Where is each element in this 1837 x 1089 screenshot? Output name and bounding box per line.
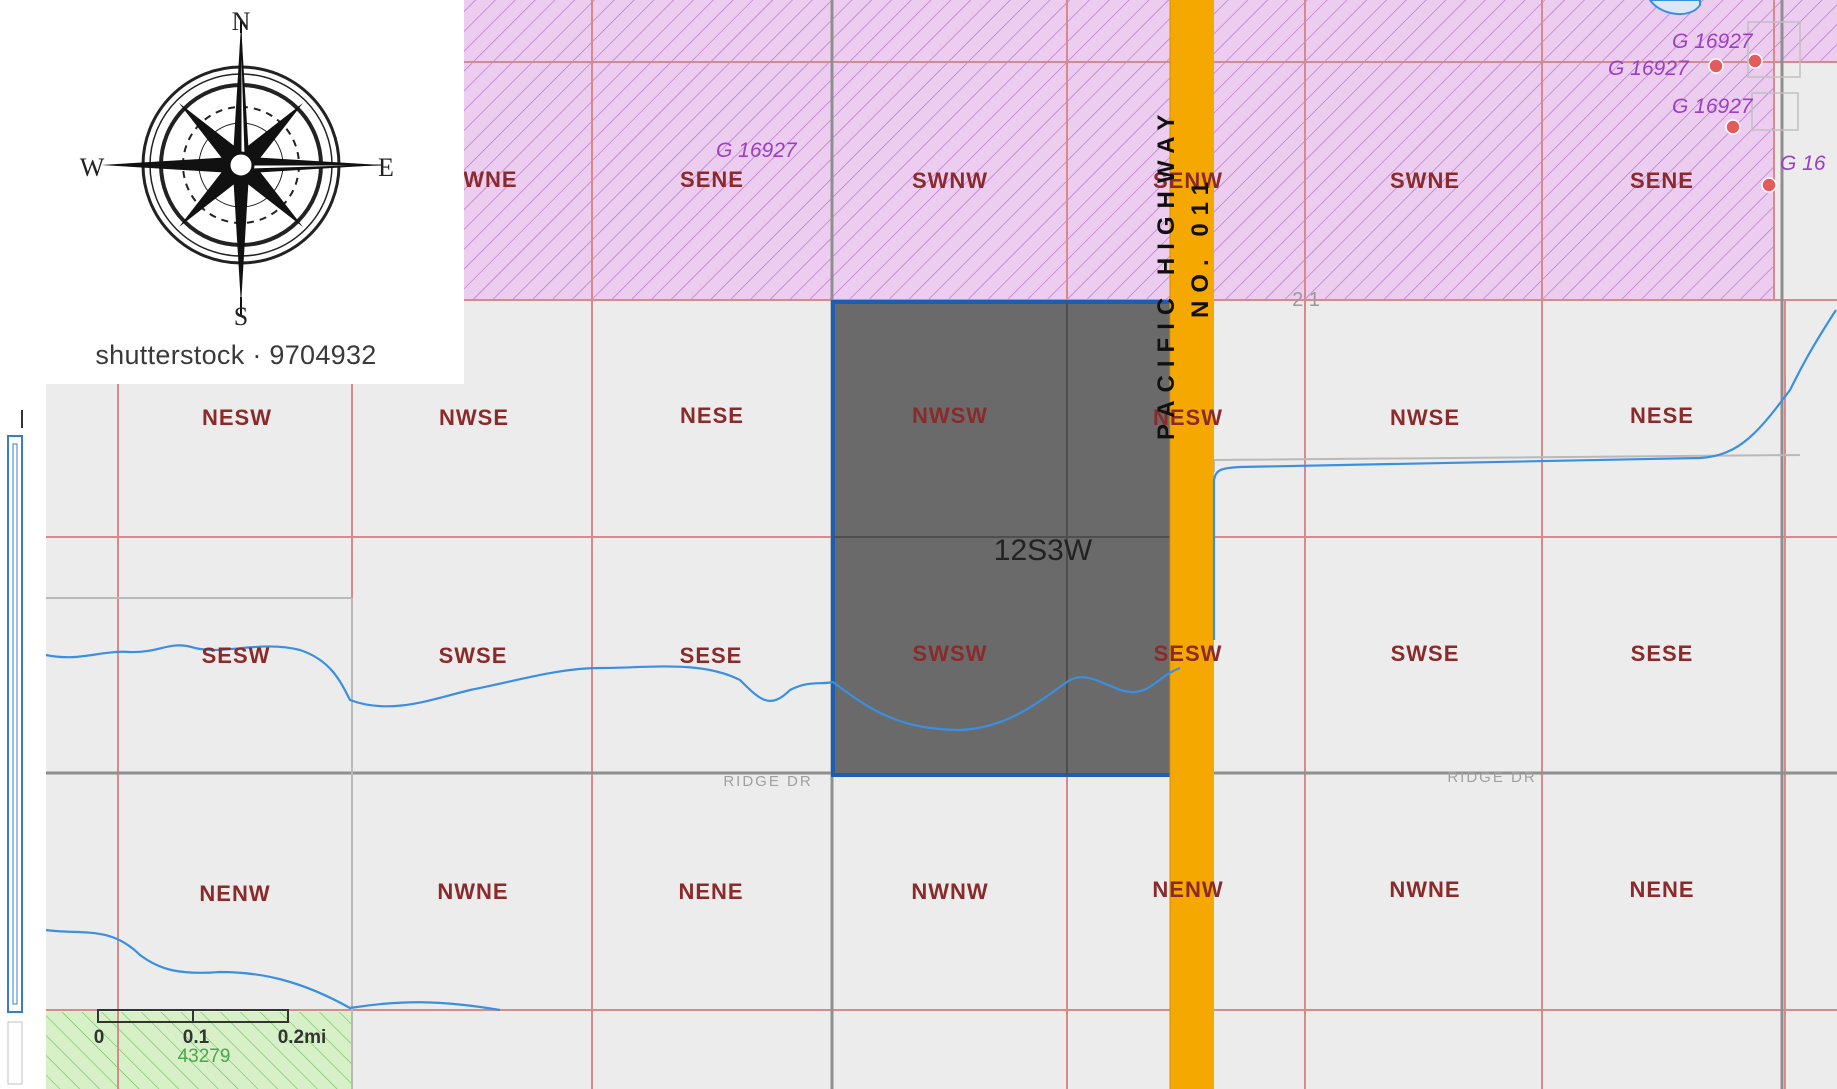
mining-claim-area-strip[interactable] — [1774, 0, 1837, 62]
tract-label: NENE — [678, 879, 743, 904]
compass-west: W — [80, 153, 105, 182]
tract-label: NWNE — [437, 879, 508, 904]
tract-label: NWSE — [1390, 405, 1460, 430]
compass-south: S — [234, 302, 248, 331]
tract-label: SESW — [1154, 641, 1223, 666]
tract-label: NESW — [1153, 405, 1223, 430]
claim-marker — [1708, 58, 1724, 74]
highway[interactable] — [1170, 0, 1214, 1089]
tract-label: SWSE — [1391, 641, 1460, 666]
green-claim-area[interactable] — [46, 1012, 352, 1089]
tract-label: NWNW — [911, 879, 988, 904]
tract-label: NENW — [1152, 877, 1223, 902]
tract-label: SESE — [1631, 641, 1694, 666]
streams — [45, 309, 1837, 1012]
claim-label: G 16927 — [1672, 30, 1754, 53]
tract-label: NENW — [199, 881, 270, 906]
claim-label: G 16 — [1780, 152, 1826, 175]
scale-label: 0.2mi — [278, 1027, 327, 1048]
road-label: RIDGE DR — [723, 773, 812, 790]
highway-number-label: NO. 011 — [1187, 174, 1214, 318]
claim-label: G 16927 — [1672, 95, 1754, 118]
lake — [1648, 0, 1701, 16]
tract-label: SWSW — [913, 641, 988, 666]
highway-name-label: PACIFIC HIGHWAY — [1153, 107, 1180, 440]
stock-credit: shutterstock · 9704932 — [95, 340, 377, 370]
tract-label: NESW — [202, 405, 272, 430]
scale-bar: 0 0.1 0.2mi — [94, 1009, 327, 1048]
road-label: RIDGE DR — [1447, 769, 1536, 786]
tract-label: NWSE — [439, 405, 509, 430]
claim-marker — [1761, 177, 1777, 193]
selected-parcel-label: 12S3W — [994, 534, 1093, 567]
tract-label: NENE — [1629, 877, 1694, 902]
tract-label: NWNE — [1389, 877, 1460, 902]
claim-boxes — [1747, 21, 1801, 131]
zoom-slider[interactable] — [7, 410, 23, 1013]
claim-marker — [1725, 119, 1741, 135]
tract-label: NWSW — [912, 403, 988, 428]
tract-label: NESE — [1630, 403, 1694, 428]
claim-markers[interactable] — [1708, 53, 1777, 193]
tool-strip-frame — [7, 1021, 23, 1085]
claim-label: G 16927 — [1608, 57, 1690, 80]
tract-label: SESW — [202, 643, 271, 668]
scale-label: 0 — [94, 1027, 105, 1048]
tract-label: NESE — [680, 403, 744, 428]
tract-label: SWNE — [1390, 168, 1460, 193]
tract-label: SENW — [1153, 168, 1223, 193]
green-claim-label: 43279 — [178, 1046, 231, 1067]
claim-marker — [1747, 53, 1763, 69]
compass-overlay: N S E W shutterstock · 9704932 — [0, 0, 464, 384]
compass-rose-icon: N S E W — [80, 7, 394, 331]
claim-label: G 16927 — [716, 139, 798, 162]
scale-label: 0.1 — [183, 1027, 210, 1048]
tract-label: SWNW — [912, 168, 988, 193]
mining-claim-area[interactable] — [464, 0, 1774, 300]
compass-east: E — [378, 153, 394, 182]
tract-label: SENE — [1630, 168, 1694, 193]
tract-label: SWSE — [439, 643, 508, 668]
tract-label: SENE — [680, 167, 744, 192]
section-corner-label: 2 1 — [1292, 289, 1320, 311]
tract-label: SESE — [680, 643, 743, 668]
compass-north: N — [232, 7, 251, 36]
